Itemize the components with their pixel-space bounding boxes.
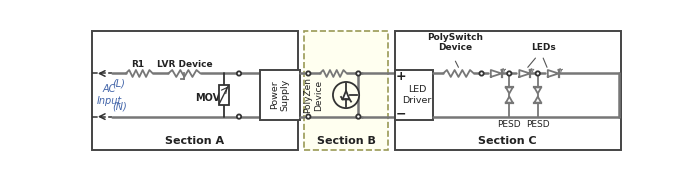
Text: PESD: PESD xyxy=(526,120,550,130)
Text: Section C: Section C xyxy=(478,136,537,146)
Polygon shape xyxy=(535,87,542,93)
Text: Power
Supply: Power Supply xyxy=(270,79,289,111)
Polygon shape xyxy=(548,70,558,77)
Circle shape xyxy=(356,114,360,119)
Polygon shape xyxy=(506,87,513,93)
Bar xyxy=(92,31,298,150)
Polygon shape xyxy=(506,97,513,103)
Polygon shape xyxy=(535,97,542,103)
Circle shape xyxy=(480,71,484,76)
Circle shape xyxy=(237,71,241,76)
Text: Section B: Section B xyxy=(316,136,376,146)
Circle shape xyxy=(333,82,359,108)
Text: PolyZen
Device: PolyZen Device xyxy=(303,77,323,113)
Circle shape xyxy=(306,114,310,119)
Text: MOV: MOV xyxy=(194,93,220,103)
Circle shape xyxy=(306,71,310,76)
Text: −: − xyxy=(395,107,406,120)
Bar xyxy=(395,70,433,120)
Polygon shape xyxy=(519,70,530,77)
Text: LVR Device: LVR Device xyxy=(157,60,212,69)
Circle shape xyxy=(507,71,512,76)
Circle shape xyxy=(237,114,241,119)
Text: (L): (L) xyxy=(113,78,125,88)
Text: Section A: Section A xyxy=(165,136,224,146)
Circle shape xyxy=(535,71,540,76)
Polygon shape xyxy=(491,70,502,77)
Bar xyxy=(219,85,229,105)
Bar xyxy=(260,70,300,120)
Text: PESD: PESD xyxy=(498,120,521,130)
Polygon shape xyxy=(343,91,349,99)
Text: LED
Driver: LED Driver xyxy=(402,85,431,105)
Text: PolySwitch
Device: PolySwitch Device xyxy=(427,33,484,52)
Circle shape xyxy=(356,71,360,76)
Text: +: + xyxy=(395,70,406,83)
Bar xyxy=(395,31,621,150)
Text: LEDs: LEDs xyxy=(531,43,556,52)
Bar xyxy=(304,31,388,150)
Text: R1: R1 xyxy=(131,60,144,69)
Text: AC
Input: AC Input xyxy=(97,84,122,106)
Text: (N): (N) xyxy=(113,102,128,112)
